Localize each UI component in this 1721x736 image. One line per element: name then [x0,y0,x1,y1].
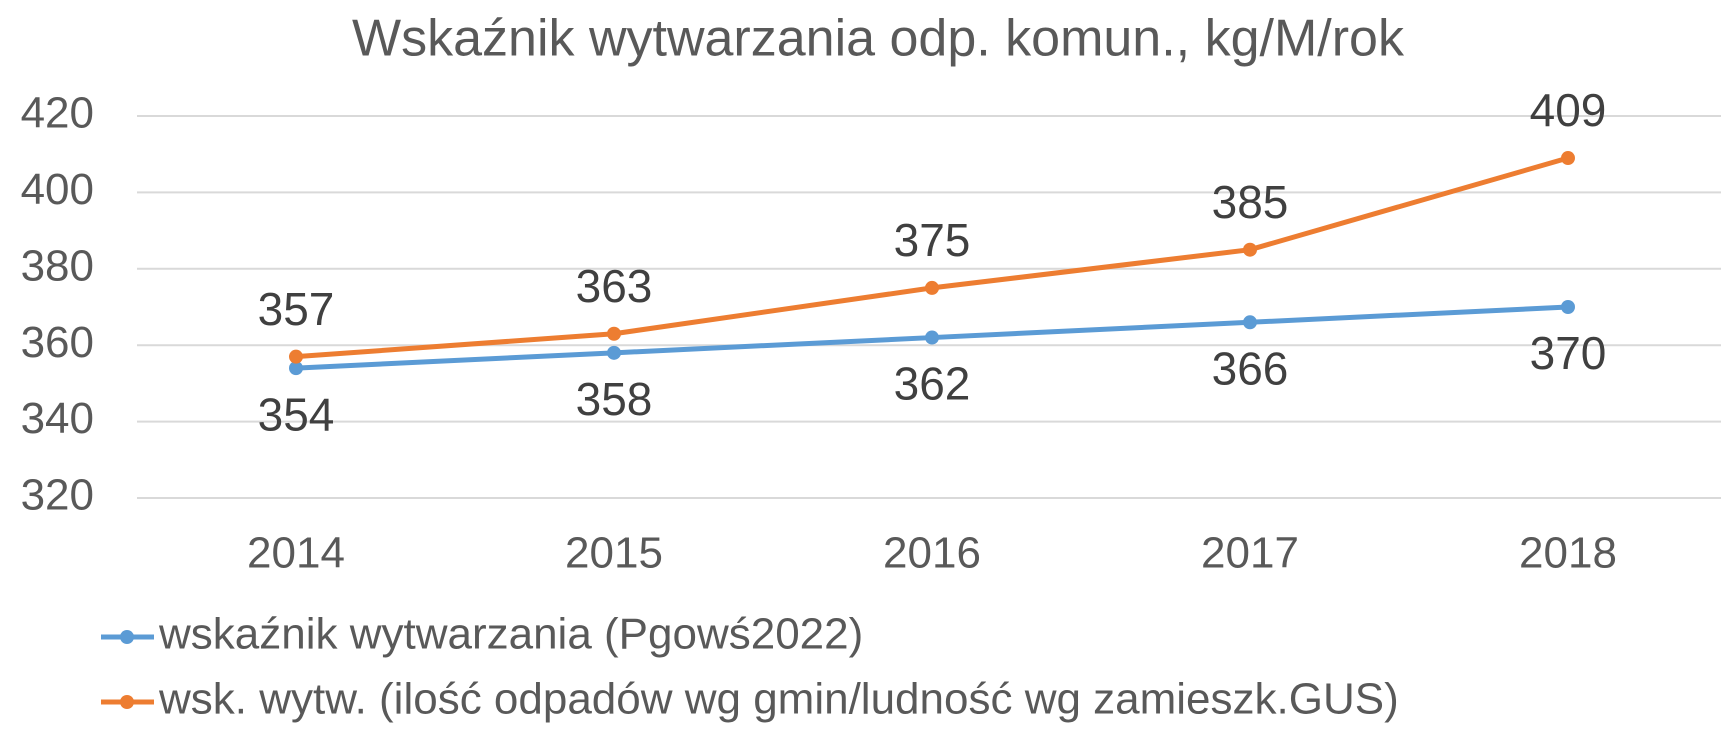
point [925,280,939,295]
data-label: 362 [894,358,971,410]
data-label: 363 [576,260,653,312]
legend-marker [120,630,134,644]
x-tick-label: 2014 [247,529,345,578]
y-tick-label: 380 [21,241,94,290]
point [607,345,621,360]
data-label: 370 [1530,327,1607,379]
y-tick-label: 400 [21,165,94,214]
legend-marker [120,695,134,709]
data-label: 354 [258,388,335,440]
x-tick-label: 2017 [1201,529,1299,578]
x-tick-label: 2016 [883,529,981,578]
x-tick-label: 2018 [1519,529,1617,578]
y-tick-label: 340 [21,394,94,443]
point [1561,151,1575,166]
y-tick-label: 320 [21,471,94,520]
data-label: 358 [576,373,653,425]
data-label: 409 [1530,84,1607,136]
data-label: 366 [1212,342,1289,394]
y-tick-label: 420 [21,89,94,138]
y-tick-label: 360 [21,318,94,367]
data-label: 385 [1212,176,1289,228]
point [289,349,303,364]
legend-label: wsk. wytw. (ilość odpadów wg gmin/ludnoś… [158,675,1399,724]
point [1243,242,1257,257]
point [925,330,939,345]
point [289,361,303,376]
point [1561,300,1575,314]
legend-label: wskaźnik wytwarzania (Pgowś2022) [158,610,863,659]
point [607,326,621,341]
x-tick-label: 2015 [565,529,663,578]
point [1243,315,1257,330]
chart-title: Wskaźnik wytwarzania odp. komun., kg/M/r… [352,10,1405,68]
data-label: 357 [258,283,335,335]
data-label: 375 [894,214,971,266]
